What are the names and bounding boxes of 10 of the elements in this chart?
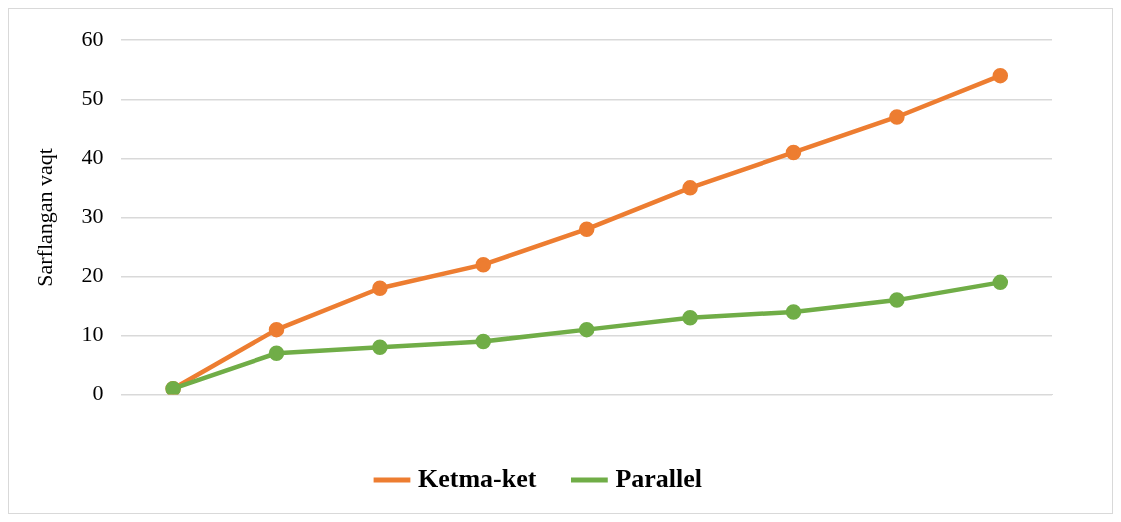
y-tick-label: 30 <box>81 203 104 229</box>
y-tick-label: 20 <box>81 262 104 288</box>
y-tick-label: 50 <box>81 85 104 111</box>
y-tick-label: 10 <box>81 321 104 347</box>
y-tick-label: 40 <box>81 144 104 170</box>
legend-label: Parallel <box>615 463 703 493</box>
y-tick-label: 0 <box>92 380 104 406</box>
y-tick-label: 60 <box>81 25 104 51</box>
y-axis-title: Sarflangan vaqt <box>31 148 57 287</box>
legend-label: Ketma-ket <box>417 463 537 493</box>
